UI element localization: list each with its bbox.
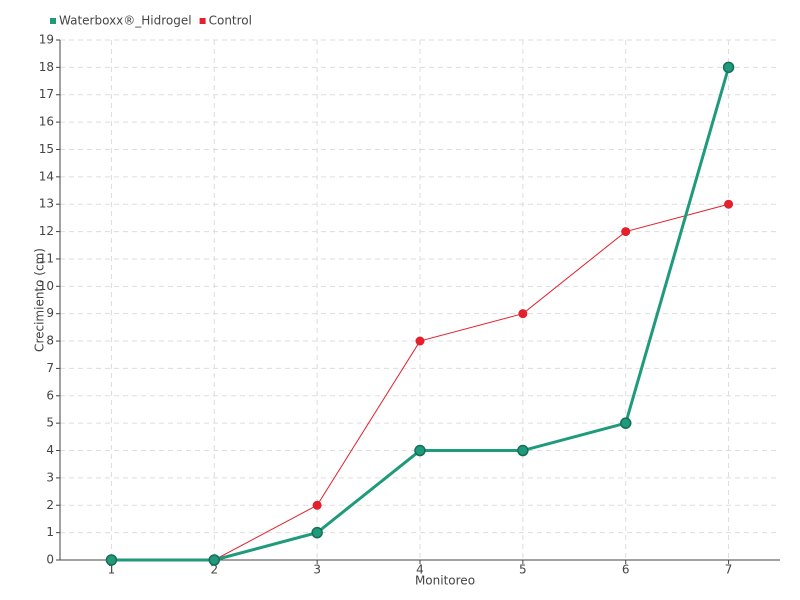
data-point	[208, 554, 221, 566]
y-tick-label: 15	[39, 142, 54, 156]
x-tick-label: 3	[313, 563, 321, 577]
y-tick-label: 10	[39, 279, 54, 293]
y-tick-label: 2	[46, 498, 54, 512]
y-tick-label: 12	[39, 224, 54, 238]
data-point	[517, 444, 529, 457]
y-tick-label: 18	[39, 60, 54, 74]
data-point	[724, 199, 734, 209]
y-tick-label: 8	[46, 334, 54, 348]
data-point	[312, 500, 322, 510]
legend-label: Waterboxx®_Hidrogel	[59, 14, 192, 28]
legend-swatch	[199, 18, 206, 24]
x-tick-label: 5	[519, 563, 527, 577]
y-tick-label: 7	[46, 361, 54, 375]
data-point	[619, 417, 632, 429]
y-tick-label: 9	[46, 306, 54, 320]
data-point	[722, 61, 735, 74]
x-tick-label: 2	[210, 563, 218, 577]
data-point	[311, 526, 323, 539]
x-tick-label: 1	[108, 563, 116, 577]
y-tick-label: 0	[46, 553, 54, 567]
y-tick-label: 14	[39, 169, 54, 183]
y-tick-label: 11	[39, 251, 54, 265]
y-tick-label: 3	[46, 470, 54, 484]
legend-label: Control	[209, 14, 252, 28]
data-point	[415, 336, 425, 346]
x-tick-label: 6	[622, 563, 630, 577]
x-tick-label: 4	[416, 563, 424, 577]
y-tick-label: 17	[39, 87, 54, 101]
legend-swatch	[50, 18, 56, 24]
y-tick-label: 4	[46, 443, 54, 457]
y-tick-label: 1	[46, 525, 54, 539]
y-tick-label: 16	[39, 115, 54, 129]
y-tick-label: 6	[46, 388, 54, 402]
y-tick-label: 5	[46, 416, 54, 430]
y-axis-label: Crecimiento (cm)	[33, 248, 47, 352]
data-point	[414, 444, 426, 457]
y-tick-label: 19	[39, 33, 54, 47]
data-point	[518, 309, 528, 319]
y-tick-label: 13	[39, 197, 54, 211]
x-axis-label: Monitoreo	[415, 574, 475, 588]
data-point	[621, 227, 631, 237]
data-point	[105, 554, 118, 566]
x-tick-label: 7	[725, 563, 733, 577]
